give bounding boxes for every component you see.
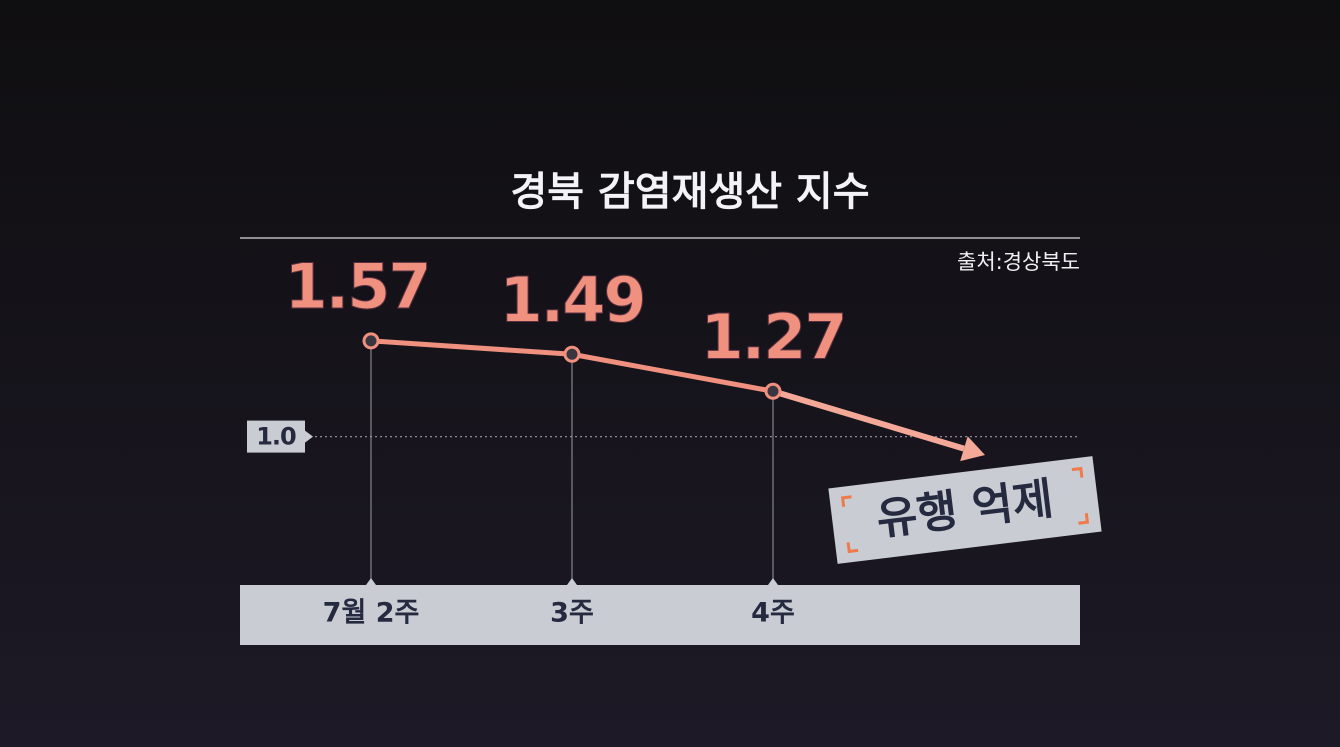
x-tick-label: 3주 xyxy=(550,598,594,629)
drop-pointer xyxy=(366,578,376,585)
annotation-corners xyxy=(840,466,1090,554)
point xyxy=(764,382,782,400)
annotation-bg xyxy=(828,456,1102,564)
drop-pointer xyxy=(768,578,778,585)
point xyxy=(362,332,380,350)
value-label: 1.27 xyxy=(701,300,846,373)
value-label: 1.57 xyxy=(285,250,430,323)
trend-arrowhead xyxy=(960,436,985,462)
drop-pointer xyxy=(567,578,577,585)
chart-title: 경북 감염재생산 지수 xyxy=(510,169,869,215)
x-tick-label: 7월 2주 xyxy=(323,598,420,629)
reference-pointer xyxy=(305,430,313,443)
reference-label-bg xyxy=(247,420,305,453)
value-label: 1.49 xyxy=(500,263,645,336)
annotation-box: 유행 억제 xyxy=(828,456,1102,564)
reference-label: 1.0 xyxy=(256,423,296,451)
plot: 1.0 7월 2주 3주 4주 1.57 1.49 1.27 xyxy=(247,249,1080,629)
source: 출처:경상북도 xyxy=(957,250,1080,274)
category-bar xyxy=(240,585,1080,645)
trend-arrow xyxy=(772,388,965,452)
point xyxy=(563,345,581,363)
x-tick-label: 4주 xyxy=(751,598,795,629)
